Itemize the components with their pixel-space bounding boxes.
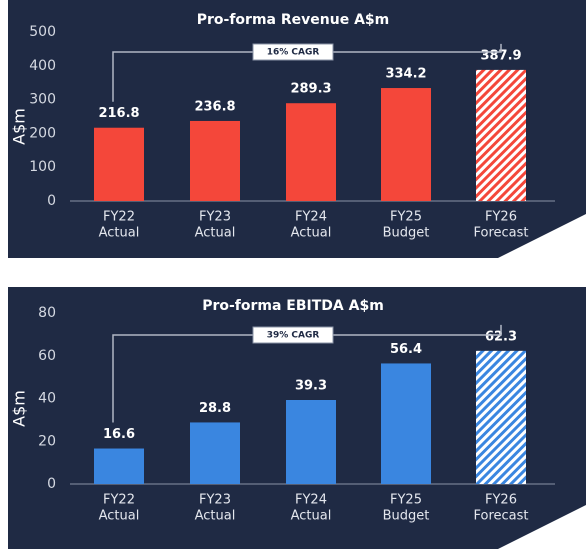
x-tick-label: Forecast (473, 226, 528, 241)
y-tick-label: 300 (29, 92, 56, 108)
bar (94, 448, 144, 484)
y-tick-label: 80 (38, 305, 56, 321)
y-tick-label: 500 (29, 24, 56, 40)
cagr-label: 39% CAGR (267, 331, 320, 341)
bar (190, 422, 240, 484)
value-label: 62.3 (485, 329, 517, 344)
x-tick-label: FY25 (390, 493, 422, 508)
x-tick-label: Actual (291, 509, 332, 524)
cagr-box (252, 43, 334, 61)
bar (381, 88, 431, 201)
x-tick-label: Forecast (473, 509, 528, 524)
y-axis-label: A$m (10, 108, 29, 145)
y-tick-label: 60 (38, 348, 56, 364)
bar (476, 69, 526, 201)
x-tick-label: Budget (383, 226, 430, 241)
x-tick-label: FY24 (295, 493, 327, 508)
chart-title: Pro-forma Revenue A$m (197, 12, 389, 28)
x-tick-label: FY26 (485, 493, 517, 508)
value-label: 236.8 (194, 99, 235, 114)
y-tick-label: 200 (29, 125, 56, 141)
y-tick-label: 20 (38, 433, 56, 449)
bar (286, 399, 336, 484)
x-tick-label: Actual (195, 226, 236, 241)
y-tick-label: 0 (47, 193, 56, 209)
bar (286, 103, 336, 201)
value-label: 216.8 (98, 106, 139, 121)
value-label: 334.2 (385, 67, 426, 82)
y-tick-label: 400 (29, 58, 56, 74)
x-tick-label: Actual (195, 509, 236, 524)
bar (190, 120, 240, 201)
value-label: 16.6 (103, 427, 135, 442)
panel-cut (498, 505, 586, 549)
cagr-box (252, 326, 334, 344)
bar (94, 127, 144, 201)
x-tick-label: FY25 (390, 210, 422, 225)
bar (381, 363, 431, 484)
y-tick-label: 100 (29, 159, 56, 175)
value-label: 56.4 (390, 342, 422, 357)
value-label: 28.8 (199, 401, 231, 416)
x-tick-label: FY22 (103, 210, 135, 225)
y-tick-label: 40 (38, 391, 56, 407)
x-tick-label: Budget (383, 509, 430, 524)
x-tick-label: Actual (99, 509, 140, 524)
x-tick-label: FY24 (295, 210, 327, 225)
y-axis-label: A$m (10, 390, 29, 427)
chart-title: Pro-forma EBITDA A$m (202, 298, 384, 314)
x-tick-label: FY22 (103, 493, 135, 508)
x-tick-label: FY23 (199, 210, 231, 225)
x-tick-label: Actual (291, 226, 332, 241)
cagr-label: 16% CAGR (267, 48, 320, 58)
value-label: 289.3 (290, 82, 331, 97)
bar (476, 350, 526, 484)
x-tick-label: FY26 (485, 210, 517, 225)
x-tick-label: FY23 (199, 493, 231, 508)
x-tick-label: Actual (99, 226, 140, 241)
y-tick-label: 0 (47, 476, 56, 492)
value-label: 39.3 (295, 378, 327, 393)
panel-cut (498, 214, 586, 258)
